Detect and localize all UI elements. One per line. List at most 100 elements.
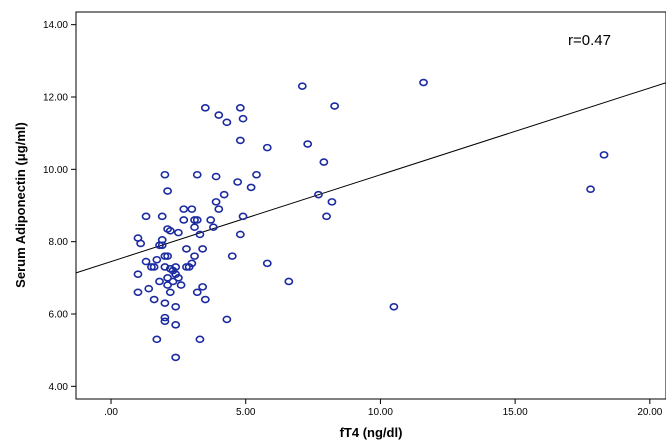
data-point	[208, 223, 218, 232]
data-point	[179, 216, 189, 224]
y-tick-label: 10.00	[43, 165, 68, 176]
data-point	[206, 216, 216, 224]
data-point	[599, 151, 609, 159]
x-tick-label: 15.00	[503, 407, 528, 418]
data-point	[187, 205, 197, 213]
x-axis: .00 5.00 10.00 15.00 20.00	[104, 399, 663, 418]
data-point	[586, 185, 595, 194]
data-point	[133, 288, 143, 297]
data-point	[141, 257, 151, 266]
data-point	[227, 252, 237, 260]
data-point	[168, 277, 178, 286]
data-point	[214, 205, 224, 213]
data-point	[222, 118, 232, 127]
data-point	[198, 245, 208, 253]
y-axis-title: Serum Adiponectin (μg/ml)	[13, 122, 28, 288]
data-point	[157, 212, 167, 221]
y-tick-label: 4.00	[49, 382, 69, 393]
data-point	[179, 205, 189, 213]
data-point	[238, 212, 248, 221]
data-points	[133, 78, 609, 362]
data-point	[147, 263, 156, 271]
data-point	[419, 78, 428, 87]
data-point	[314, 190, 323, 199]
data-point	[303, 140, 313, 148]
data-point	[192, 288, 202, 297]
data-point	[160, 317, 170, 326]
data-point	[195, 230, 205, 239]
x-tick-label: 10.00	[368, 407, 393, 418]
data-point	[152, 255, 162, 264]
fit-line	[75, 82, 666, 274]
y-tick-label: 12.00	[43, 92, 68, 103]
x-tick-label: 20.00	[637, 407, 662, 418]
data-point	[136, 239, 146, 248]
data-point	[192, 216, 202, 224]
data-point	[141, 212, 151, 221]
data-point	[190, 252, 199, 260]
data-point	[252, 170, 261, 179]
data-point	[319, 158, 329, 166]
y-axis: 4.00 6.00 8.00 10.00 12.00 14.00	[43, 20, 76, 393]
data-point	[222, 315, 232, 324]
data-point	[219, 190, 229, 199]
data-point	[200, 295, 210, 304]
data-point	[389, 302, 399, 311]
data-point	[173, 274, 183, 282]
data-point	[182, 245, 191, 253]
data-point	[262, 259, 272, 268]
data-point	[211, 172, 221, 181]
data-point	[190, 223, 199, 232]
data-point	[160, 299, 170, 307]
data-point	[173, 228, 183, 237]
fit-line-layer	[75, 82, 666, 274]
data-point	[246, 183, 256, 192]
data-point	[297, 82, 307, 90]
data-point	[163, 187, 172, 195]
x-tick-label: .00	[104, 407, 118, 418]
data-point	[152, 335, 162, 344]
y-tick-label: 8.00	[49, 237, 69, 248]
x-axis-title: fT4 (ng/dl)	[340, 425, 403, 440]
data-point	[327, 198, 337, 206]
data-point	[155, 277, 164, 286]
data-point	[171, 353, 181, 362]
data-point	[235, 136, 245, 145]
data-point	[160, 170, 170, 179]
data-point	[163, 252, 172, 260]
correlation-annotation: r=0.47	[568, 32, 611, 49]
data-point	[284, 277, 294, 286]
data-point	[235, 230, 245, 239]
data-point	[171, 263, 181, 271]
data-point	[238, 114, 248, 123]
data-point	[233, 178, 243, 186]
data-point	[235, 104, 245, 112]
y-tick-label: 14.00	[43, 20, 68, 31]
data-point	[133, 270, 143, 279]
data-point	[176, 281, 186, 289]
data-point	[330, 102, 340, 110]
data-point	[163, 281, 172, 289]
data-point	[160, 313, 170, 322]
data-point	[157, 241, 167, 250]
data-point	[171, 302, 181, 311]
data-point	[171, 321, 181, 329]
data-point	[211, 198, 221, 206]
data-point	[160, 263, 170, 271]
y-tick-label: 6.00	[49, 310, 69, 321]
data-point	[144, 284, 154, 293]
x-tick-label: 5.00	[236, 407, 256, 418]
plot-area	[75, 11, 666, 400]
data-point	[262, 143, 272, 152]
data-point	[198, 283, 208, 291]
data-point	[187, 259, 197, 268]
data-point	[165, 227, 175, 235]
data-point	[195, 335, 205, 344]
data-point	[322, 212, 331, 221]
data-point	[149, 295, 159, 304]
data-point	[214, 111, 224, 119]
data-point	[200, 104, 210, 112]
data-point	[165, 288, 175, 297]
data-point	[163, 274, 172, 282]
